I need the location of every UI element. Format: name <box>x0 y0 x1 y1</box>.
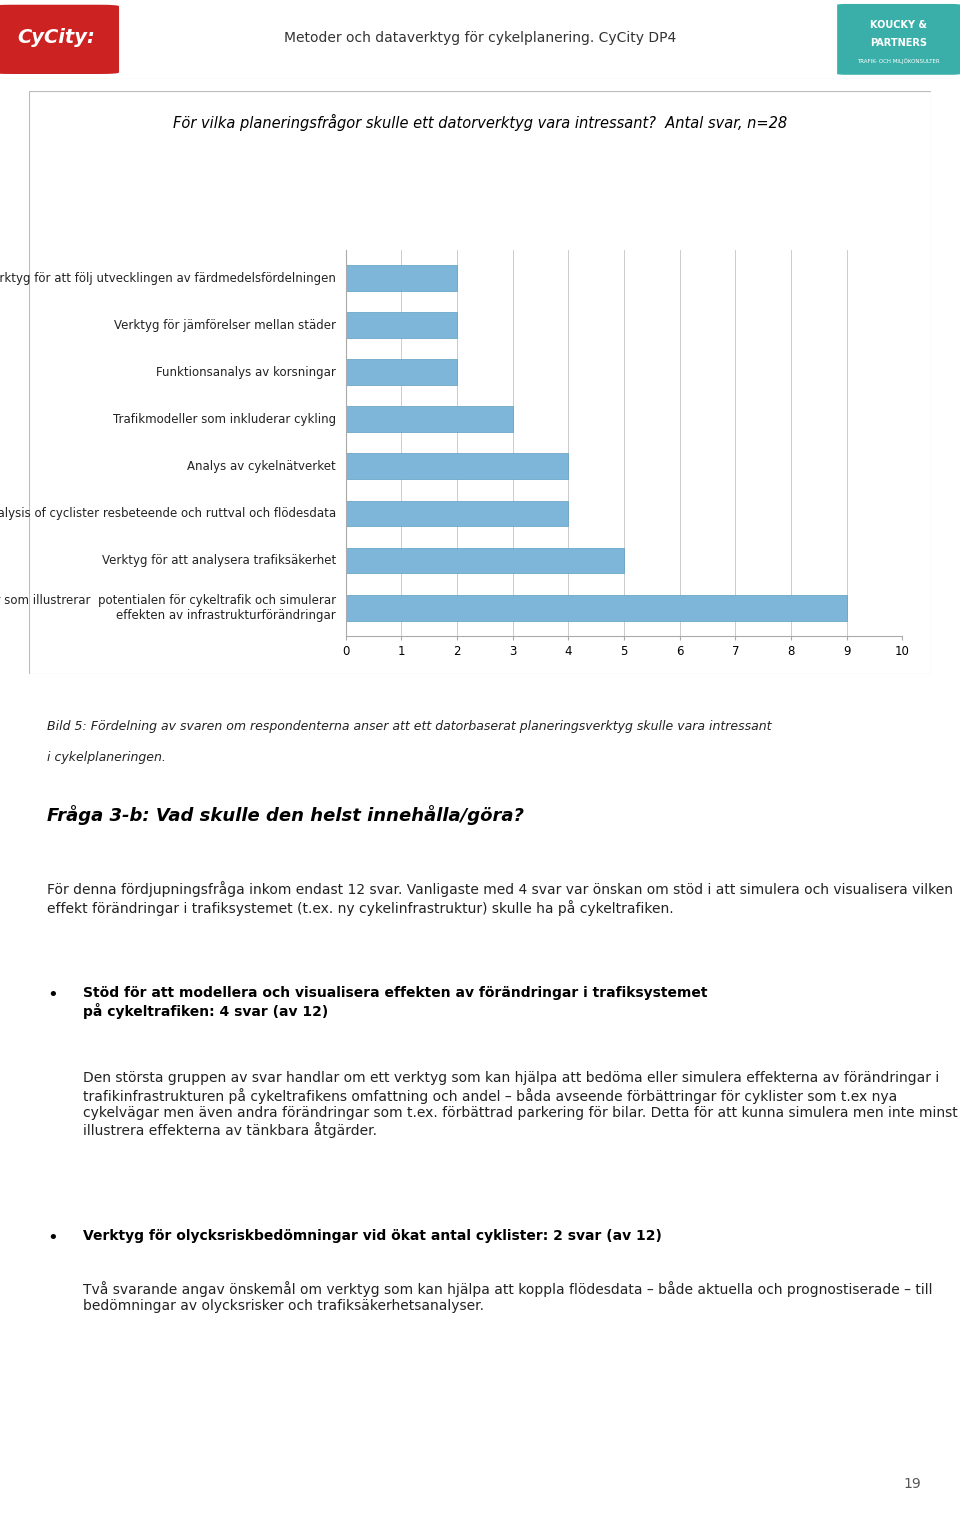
Bar <box>346 548 624 574</box>
Text: Trafikmodeller som inkluderar cykling: Trafikmodeller som inkluderar cykling <box>113 413 336 425</box>
Text: KOUCKY &: KOUCKY & <box>870 20 927 30</box>
Text: •: • <box>47 1228 58 1246</box>
Bar <box>346 595 847 621</box>
Text: Verktyg för jämförelser mellan städer: Verktyg för jämförelser mellan städer <box>114 318 336 332</box>
Text: För vilka planeringsfrågor skulle ett datorverktyg vara intressant?  Antal svar,: För vilka planeringsfrågor skulle ett da… <box>173 114 787 132</box>
Text: PARTNERS: PARTNERS <box>870 38 927 47</box>
Bar <box>346 453 568 480</box>
Text: Analysis of cyclister resbeteende och ruttval och flödesdata: Analysis of cyclister resbeteende och ru… <box>0 507 336 519</box>
Text: Funktionsanalys av korsningar: Funktionsanalys av korsningar <box>156 366 336 378</box>
Text: Två svarande angav önskemål om verktyg som kan hjälpa att koppla flödesdata – bå: Två svarande angav önskemål om verktyg s… <box>83 1281 932 1313</box>
Text: Fråga 3-b: Vad skulle den helst innehålla/göra?: Fråga 3-b: Vad skulle den helst innehåll… <box>47 805 524 825</box>
Bar <box>346 406 513 433</box>
Text: Verktyg för att analysera trafiksäkerhet: Verktyg för att analysera trafiksäkerhet <box>102 554 336 568</box>
Text: Bild 5: Fördelning av svaren om respondenterna anser att ett datorbaserat planer: Bild 5: Fördelning av svaren om responde… <box>47 721 771 733</box>
Bar <box>346 359 457 385</box>
Bar <box>346 312 457 338</box>
Text: För denna fördjupningsfråga inkom endast 12 svar. Vanligaste med 4 svar var önsk: För denna fördjupningsfråga inkom endast… <box>47 881 953 916</box>
FancyBboxPatch shape <box>837 5 960 74</box>
Bar <box>346 501 568 527</box>
Text: Verktyg för olycksriskbedömningar vid ökat antal cyklister: 2 svar (av 12): Verktyg för olycksriskbedömningar vid ök… <box>83 1228 661 1243</box>
Text: Stöd för att modellera och visualisera effekten av förändringar i trafiksystemet: Stöd för att modellera och visualisera e… <box>83 987 708 1019</box>
Text: TRAFIK- OCH MILJÖKONSULTER: TRAFIK- OCH MILJÖKONSULTER <box>857 59 940 64</box>
Text: i cykelplaneringen.: i cykelplaneringen. <box>47 751 166 763</box>
Text: CyCity:: CyCity: <box>17 29 94 47</box>
Text: •: • <box>47 987 58 1004</box>
Bar <box>346 265 457 291</box>
Text: 19: 19 <box>904 1478 922 1491</box>
FancyBboxPatch shape <box>0 5 119 74</box>
Text: Analys av cykelnätverket: Analys av cykelnätverket <box>187 460 336 472</box>
Text: Den största gruppen av svar handlar om ett verktyg som kan hjälpa att bedöma ell: Den största gruppen av svar handlar om e… <box>83 1072 958 1139</box>
Text: Verktyg för att följ utvecklingen av färdmedelsfördelningen: Verktyg för att följ utvecklingen av fär… <box>0 271 336 285</box>
Text: Trafikmodeller som illustrerar  potentialen för cykeltrafik och simulerar
effekt: Trafikmodeller som illustrerar potential… <box>0 593 336 622</box>
Text: Metoder och dataverktyg för cykelplanering. CyCity DP4: Metoder och dataverktyg för cykelplaneri… <box>284 30 676 45</box>
